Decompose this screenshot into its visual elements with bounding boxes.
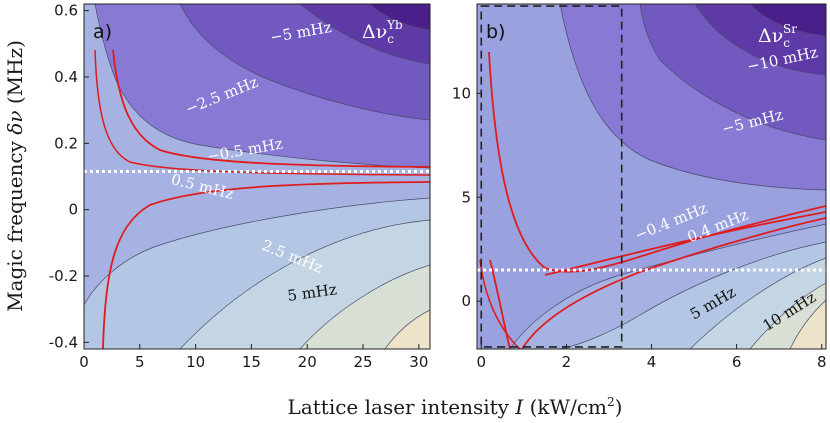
x-ticks-b: 0 2 4 6 8 [476,344,827,371]
dashed-region-box [480,5,623,348]
x-tick-label: 4 [647,353,657,371]
x-tick-label: 0 [79,353,89,371]
x-tick-label: 15 [242,353,261,371]
y-tick-label: 0 [68,201,78,219]
y-tick-label: 0.6 [54,2,78,20]
y-axis-label: Magic frequency δν (MHz) [3,40,27,312]
x-tick-label: 10 [186,353,205,371]
red-curve-b-upper [488,51,826,273]
x-axis-label-exp: 2 [607,395,615,409]
band-a-plus-7p5 [384,309,430,349]
y-tick-label: 10 [452,84,471,102]
tag-a-sup: Yb [386,18,403,32]
panel-tag-a: ΔνcYb [362,18,403,46]
y-tick-label: 0 [461,292,471,310]
y-axis-label-unit: (MHz) [3,40,27,110]
tag-a-symbol: Δν [362,21,387,43]
tag-b-sup: Sr [783,22,797,36]
x-tick-label: 5 [135,353,145,371]
x-axis-label-text: Lattice laser intensity [288,395,516,419]
x-axis-label: Lattice laser intensity I (kW/cm2) [288,395,623,419]
panel-label-a: a) [93,21,112,43]
tag-b-symbol: Δν [758,25,783,47]
panel-label-b: b) [486,21,505,43]
y-axis-label-var: δν [3,111,27,135]
x-ticks-a: 0 5 10 15 20 25 30 [79,344,428,371]
y-axis-label-text: Magic frequency [3,135,27,312]
tag-a-sub: c [387,32,394,46]
x-tick-label: 2 [562,353,572,371]
y-tick-label: 0.4 [54,68,78,86]
x-tick-label: 8 [817,353,827,371]
x-tick-label: 6 [732,353,742,371]
x-tick-label: 30 [409,353,428,371]
y-tick-label: 5 [461,188,471,206]
x-tick-label: 25 [353,353,372,371]
y-tick-label: 0.2 [54,134,78,152]
red-curve-a-lower [102,181,430,349]
panel-tag-b: ΔνcSr [758,22,797,50]
red-curve-a-upper-dashed [94,49,430,176]
x-axis-label-close: ) [615,395,623,419]
tag-b-sub: c [783,36,790,50]
y-tick-label: -0.4 [49,333,78,351]
y-ticks-b: 0 5 10 [452,84,482,310]
x-axis-label-unit: (kW/cm [523,395,607,419]
y-tick-label: -0.2 [49,267,78,285]
red-curve-a-upper [112,49,430,168]
band-b-plus-10 [789,299,826,349]
x-axis-label-var: I [514,395,524,419]
y-ticks-a: -0.4 -0.2 0 0.2 0.4 0.6 [49,2,89,351]
red-curve-b-lower [521,217,826,349]
x-tick-label: 0 [476,353,486,371]
x-tick-label: 20 [298,353,317,371]
